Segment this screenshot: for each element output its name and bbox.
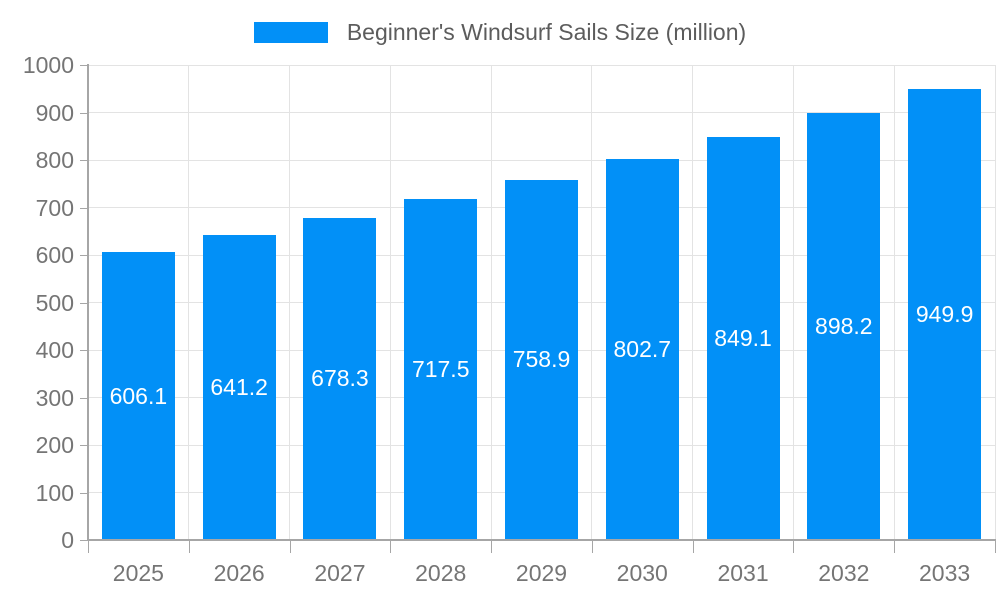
bar-2030 [605,158,679,540]
y-tick-label: 400 [35,337,74,363]
x-tick-label: 2033 [919,560,971,586]
x-gridline [490,65,492,540]
y-tick-mark [80,207,88,209]
x-tick-mark [995,541,996,553]
bar-value-label: 717.5 [411,356,470,383]
bar-2029 [505,179,578,540]
x-tick-mark [894,541,896,553]
x-tick-mark [390,541,392,553]
bar-value-label: 678.3 [311,365,369,392]
y-tick-mark [80,350,88,351]
y-tick-mark [80,112,88,114]
x-tick-mark [591,541,593,553]
x-tick-mark [289,541,291,553]
bar-2032 [807,113,881,540]
y-tick-label: 300 [35,384,74,411]
plot-area: 606.1 641.2 678.3 717.5 758.9 802.7 849.1 898.2… [88,64,996,540]
x-gridline [792,65,794,540]
y-tick-label: 0 [61,527,74,553]
bar-value-label: 641.2 [210,374,268,401]
bar-2028 [404,199,478,540]
x-tick-label: 2025 [112,560,164,586]
x-tick-label: 2027 [314,560,366,586]
y-gridline [88,64,995,66]
x-gridline [893,65,895,540]
bar-value-label: 758.9 [512,346,571,373]
y-tick-mark [80,540,88,541]
x-gridline [692,65,694,540]
legend-swatch [253,21,328,43]
bar-value-label: 802.7 [613,335,672,362]
legend-label: Beginner's Windsurf Sails Size (million) [346,18,747,45]
x-tick-label: 2032 [818,560,870,586]
y-tick-label: 200 [35,432,74,458]
x-gridline [994,65,996,540]
y-gridline [88,159,995,161]
x-tick-mark [88,541,89,553]
bar-2025 [101,252,175,540]
x-tick-label: 2031 [717,560,769,586]
y-tick-mark [80,492,88,494]
x-gridline [389,65,391,540]
x-tick-label: 2026 [213,560,265,586]
bar-2026 [202,235,276,540]
y-axis-line [87,64,89,541]
bar-value-label: 849.1 [714,324,772,351]
bar-value-label: 606.1 [109,382,168,409]
x-tick-label: 2028 [415,560,467,586]
y-tick-label: 1000 [22,52,74,78]
bar-value-label: 949.9 [915,300,974,327]
y-tick-label: 100 [35,479,74,506]
y-tick-label: 700 [35,194,74,221]
x-tick-mark [793,541,795,553]
x-tick-mark [491,541,493,553]
y-tick-mark [80,397,88,399]
x-tick-mark [692,541,694,553]
y-tick-mark [80,65,88,66]
y-tick-label: 900 [35,99,74,126]
x-axis-line [87,539,996,541]
y-tick-mark [80,255,88,256]
x-gridline [289,65,291,540]
bar-2033 [908,88,982,540]
y-tick-mark [80,160,88,161]
y-tick-label: 800 [35,147,74,173]
y-tick-label: 600 [35,242,74,268]
y-tick-label: 500 [35,289,74,316]
bar-2031 [706,136,780,540]
x-tick-label: 2030 [616,560,668,586]
bar-2027 [303,217,377,540]
y-tick-mark [80,445,88,446]
y-tick-mark [80,302,88,304]
y-gridline [88,112,995,113]
x-tick-mark [188,541,190,553]
legend: Beginner's Windsurf Sails Size (million) [0,12,1000,52]
x-gridline [188,65,190,540]
x-gridline [591,65,593,540]
x-tick-label: 2029 [515,560,568,586]
bar-value-label: 898.2 [815,313,873,340]
